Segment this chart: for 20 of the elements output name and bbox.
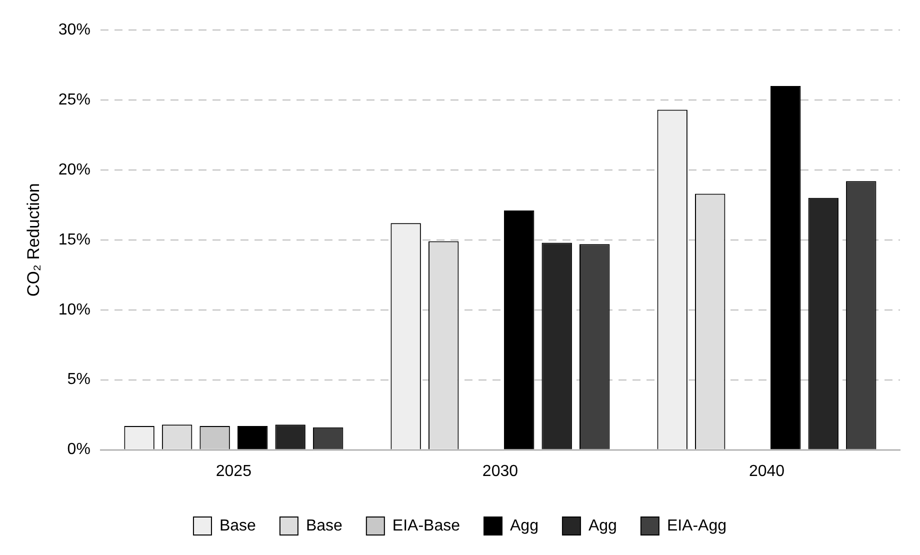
legend-label: Base — [306, 517, 343, 534]
y-tick-label: 25% — [58, 91, 90, 108]
y-tick-label: 0% — [67, 441, 90, 458]
y-axis-title: CO₂ Reduction — [24, 183, 43, 297]
y-tick-label: 15% — [58, 231, 90, 248]
y-tick-label: 30% — [58, 21, 90, 38]
y-tick-label: 10% — [58, 301, 90, 318]
x-tick-label: 2040 — [748, 462, 785, 480]
x-tick-label: 2030 — [482, 462, 518, 480]
y-tick-label: 5% — [67, 371, 90, 388]
x-tick-label: 2025 — [216, 462, 252, 480]
legend-label: Agg — [588, 517, 617, 534]
bar — [770, 86, 801, 450]
legend-label: Base — [219, 517, 256, 534]
legend-label: EIA-Base — [392, 517, 460, 534]
bar — [504, 210, 534, 450]
legend-label: EIA-Agg — [666, 517, 727, 534]
y-tick-label: 20% — [58, 161, 90, 178]
legend-label: Agg — [510, 517, 538, 534]
bar — [237, 426, 268, 450]
